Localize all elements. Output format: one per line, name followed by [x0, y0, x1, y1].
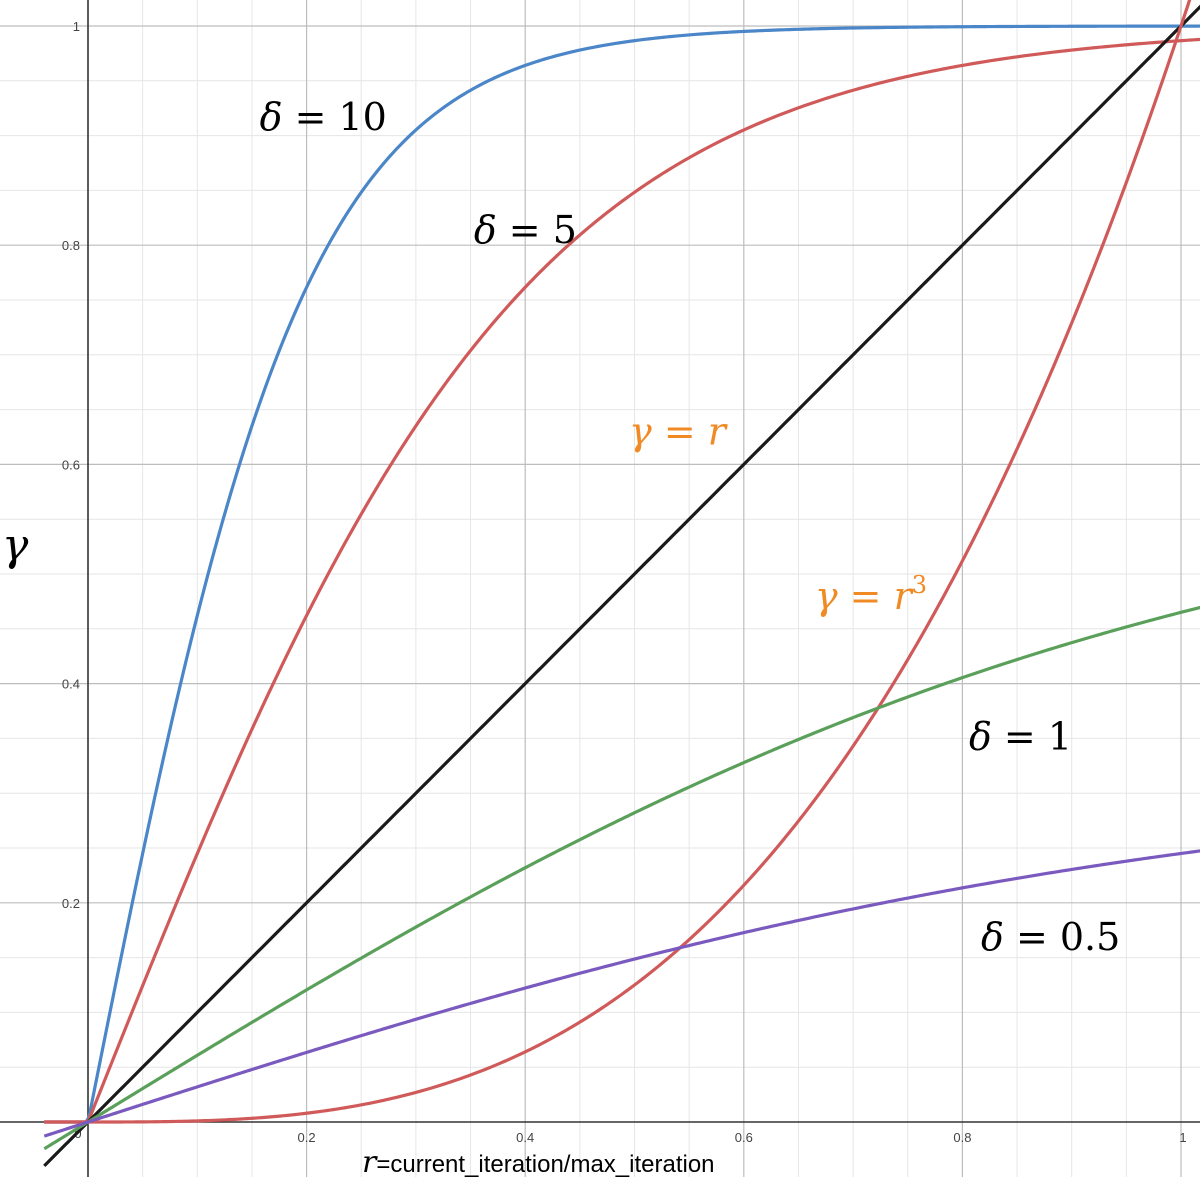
annotation-symbol: γ: [815, 574, 838, 618]
x-tick-label: 0.4: [516, 1130, 534, 1145]
y-tick-label: 0.4: [62, 677, 80, 692]
annotation-var: r: [708, 410, 729, 454]
x-tick-label: 0.2: [298, 1130, 316, 1145]
annotation-label: δ = 0.5: [981, 915, 1120, 959]
annotation-text: = 1: [992, 714, 1072, 758]
annotation-symbol: δ: [260, 95, 283, 139]
series-line: [44, 0, 1192, 1124]
y-tick-label: 0.2: [62, 896, 80, 911]
annotation-label: δ = 1: [969, 714, 1072, 758]
x-tick-label: 0.8: [953, 1130, 971, 1145]
annotation-text: =: [652, 410, 708, 454]
series-line: [44, 37, 1200, 1124]
series-line: [44, 24, 1200, 1124]
annotation-label: δ = 5: [474, 208, 577, 252]
x-axis-label: r=current_iteration/max_iteration: [362, 1145, 715, 1177]
tick-labels: 0 0.2 0.4 0.6 0.8 10.20.40.60.81: [62, 19, 1187, 1145]
y-tick-label: 1: [73, 19, 80, 34]
annotation-symbol: δ: [981, 915, 1004, 959]
annotation-text: = 0.5: [1004, 915, 1120, 959]
annotation-text: = 10: [282, 95, 386, 139]
annotations: δ = 10δ = 5γ = rγ = r3δ = 1δ = 0.5: [260, 95, 1121, 959]
annotation-symbol: δ: [969, 714, 992, 758]
annotation-label: γ = r: [629, 410, 729, 454]
x-tick-label: 1: [1179, 1130, 1186, 1145]
annotation-symbol: γ: [629, 410, 652, 454]
x-axis-label-text: =current_iteration/max_iteration: [376, 1151, 714, 1177]
x-axis-label-var: r: [362, 1145, 378, 1177]
annotation-superscript: 3: [912, 571, 927, 599]
annotation-symbol: δ: [474, 208, 497, 252]
annotation-text: =: [838, 574, 894, 618]
series-line: [43, 4, 1200, 1167]
annotation-text: = 5: [497, 208, 577, 252]
x-tick-label: 0.6: [735, 1130, 753, 1145]
annotation-var: r: [894, 574, 915, 618]
annotation-label: γ = r3: [815, 571, 927, 618]
y-tick-label: 0.8: [62, 238, 80, 253]
series-group: [43, 0, 1200, 1167]
y-axis-label: γ: [2, 520, 29, 571]
series-line: [43, 605, 1200, 1151]
annotation-label: δ = 10: [260, 95, 387, 139]
y-tick-label: 0.6: [62, 457, 80, 472]
series-line: [43, 849, 1200, 1138]
